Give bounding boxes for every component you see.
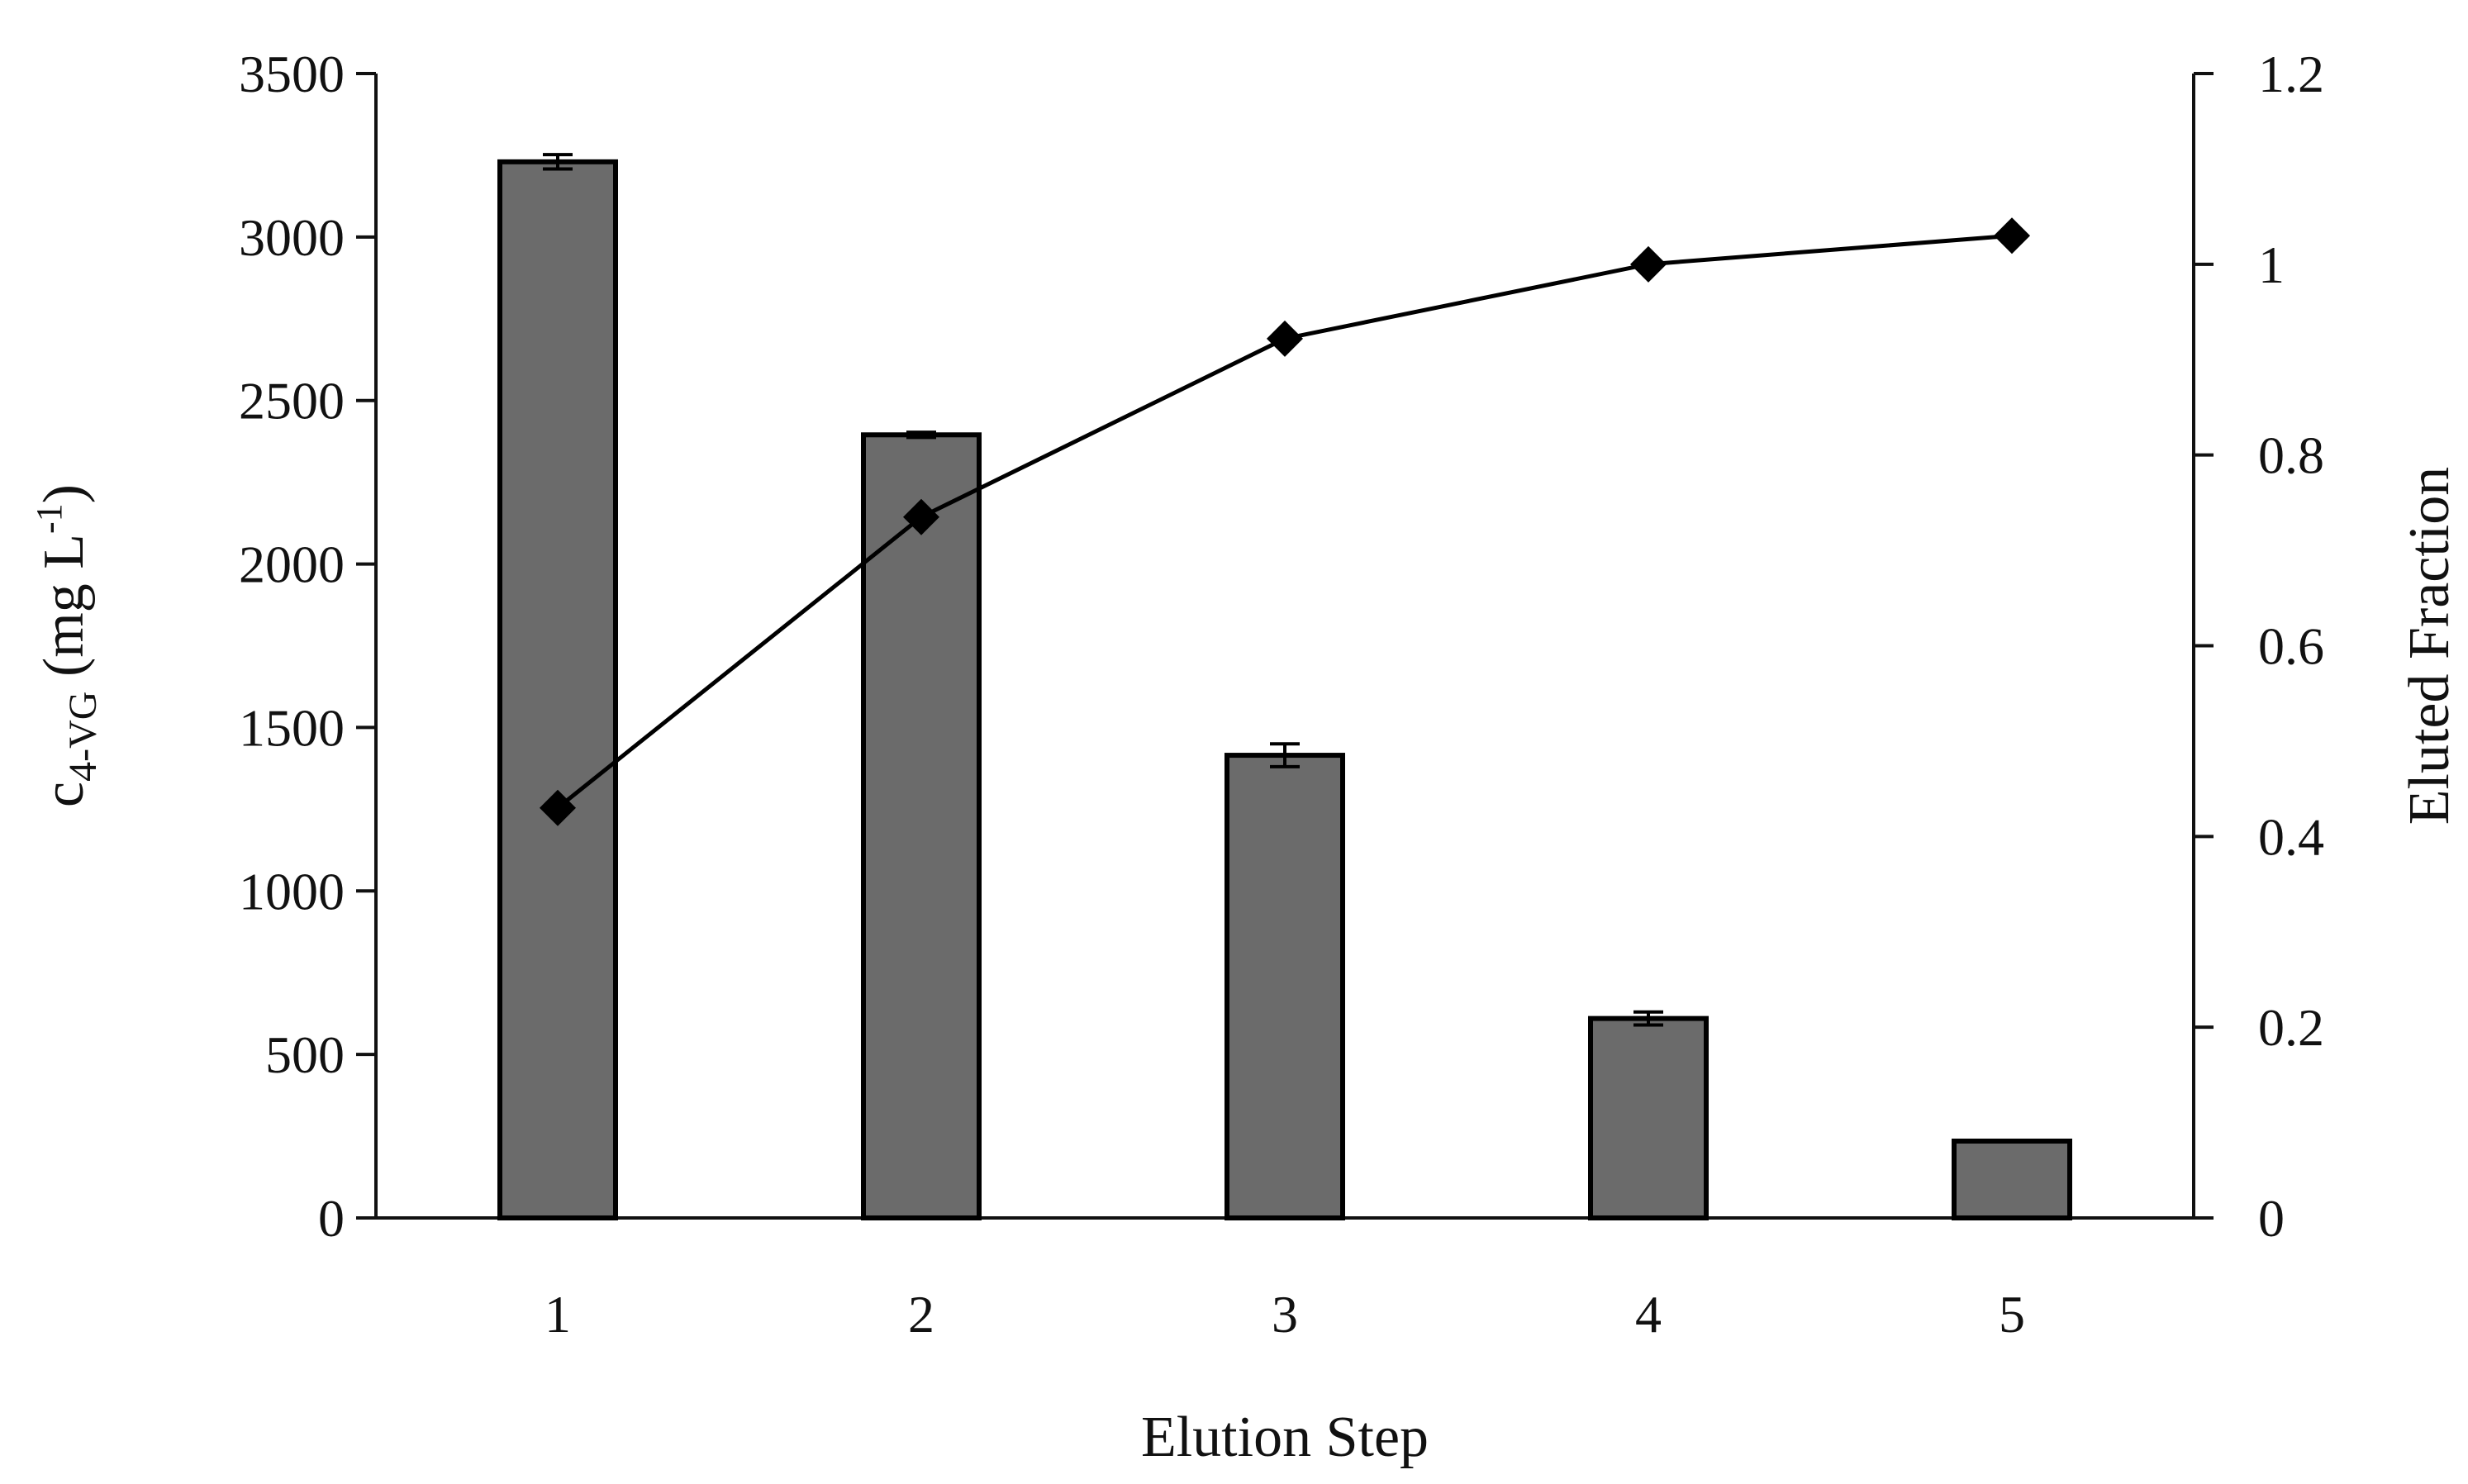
bar bbox=[861, 432, 982, 1220]
y-axis-title: c4-VG (mg L-1) bbox=[29, 484, 105, 807]
y2-tick-label: 0.8 bbox=[2258, 426, 2324, 485]
diamond-marker bbox=[903, 498, 939, 535]
bar bbox=[1952, 1139, 2072, 1221]
y2-axis-title: Eluted Fraction bbox=[2398, 467, 2461, 825]
x-tick-label: 1 bbox=[544, 1285, 571, 1344]
bar bbox=[1224, 753, 1345, 1220]
x-tick-label: 3 bbox=[1272, 1285, 1298, 1344]
y-axis-title-superscript: -1 bbox=[29, 503, 69, 534]
y-tick-label: 3000 bbox=[239, 208, 345, 267]
y-axis-title-unit: (mg L bbox=[32, 534, 96, 692]
y-axis-title-unit-close: ) bbox=[32, 484, 96, 503]
diamond-marker bbox=[1267, 320, 1303, 357]
eluted-fraction-series bbox=[540, 217, 2030, 826]
x-tick-label: 4 bbox=[1635, 1285, 1662, 1344]
diamond-marker bbox=[1630, 245, 1667, 283]
diamond-marker bbox=[540, 789, 576, 826]
y-axis-title-subscript: 4-VG bbox=[61, 692, 105, 782]
x-tick-label: 2 bbox=[908, 1285, 934, 1344]
y2-tick-label: 0 bbox=[2258, 1189, 2285, 1248]
y-tick-label: 1500 bbox=[239, 698, 345, 757]
diamond-marker bbox=[1994, 217, 2030, 254]
y-tick-label: 3500 bbox=[239, 45, 345, 103]
y-tick-label: 500 bbox=[265, 1025, 345, 1084]
bar bbox=[497, 159, 618, 1220]
y2-tick-label: 1.2 bbox=[2258, 45, 2324, 103]
x-axis-title: Elution Step bbox=[1141, 1406, 1429, 1469]
y2-tick-label: 1 bbox=[2258, 235, 2285, 294]
bars bbox=[497, 153, 2072, 1221]
x-tick-label: 5 bbox=[1999, 1285, 2025, 1344]
axes: 0 500 1000 1500 2000 2500 3000 3500 0 0.2 0.4 0.6 0.… bbox=[239, 45, 2324, 1344]
bar bbox=[1588, 1015, 1709, 1220]
y-tick-label: 0 bbox=[318, 1189, 345, 1248]
axis-labels: Elution Step Eluted Fraction c4-VG (mg L… bbox=[29, 467, 2461, 1469]
y2-tick-label: 0.2 bbox=[2258, 998, 2324, 1057]
y2-tick-label: 0.4 bbox=[2258, 807, 2324, 866]
y2-tick-label: 0.6 bbox=[2258, 617, 2324, 676]
y-axis-title-base: c bbox=[32, 782, 96, 807]
y-tick-label: 1000 bbox=[239, 862, 345, 920]
y-tick-label: 2500 bbox=[239, 372, 345, 430]
y-tick-label: 2000 bbox=[239, 535, 345, 594]
